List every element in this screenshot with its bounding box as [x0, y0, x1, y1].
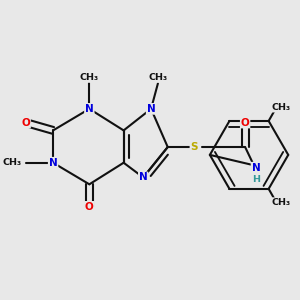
- Text: CH₃: CH₃: [272, 103, 291, 112]
- Text: N: N: [251, 163, 260, 172]
- Text: N: N: [139, 172, 148, 182]
- Text: N: N: [49, 158, 58, 168]
- Text: CH₃: CH₃: [80, 73, 99, 82]
- Text: N: N: [147, 104, 155, 114]
- Text: CH₃: CH₃: [3, 158, 22, 167]
- Text: S: S: [190, 142, 198, 152]
- Text: N: N: [85, 104, 94, 114]
- Text: O: O: [21, 118, 30, 128]
- Text: H: H: [252, 175, 260, 184]
- Text: O: O: [85, 202, 94, 212]
- Text: CH₃: CH₃: [148, 73, 167, 82]
- Text: O: O: [241, 118, 250, 128]
- Text: CH₃: CH₃: [272, 198, 291, 207]
